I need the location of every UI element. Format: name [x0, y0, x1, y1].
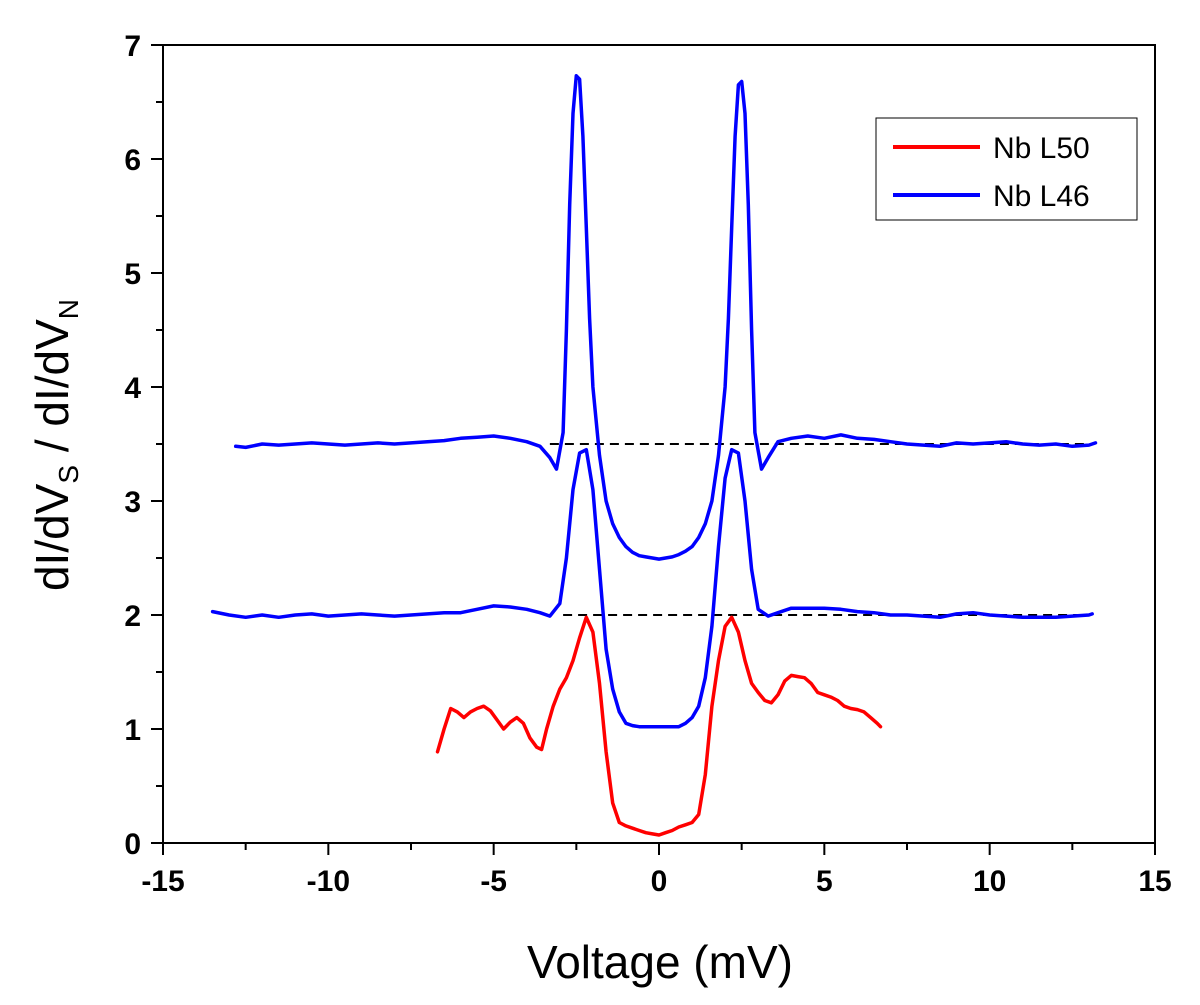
series-line-2	[233, 74, 1098, 561]
x-tick-label-1: -10	[307, 865, 350, 898]
y-axis-title-sub1: S	[53, 465, 84, 484]
legend-label-nb-l50: Nb L50	[993, 132, 1090, 165]
y-tick-label-1: 1	[124, 714, 141, 747]
series-line-0	[435, 615, 883, 837]
x-tick-label-5: 10	[973, 865, 1006, 898]
x-tick-label-3: 0	[651, 865, 668, 898]
y-axis-title: dI/dVS / dI/dVN	[26, 299, 84, 591]
y-tick-label-2: 2	[124, 600, 141, 633]
y-axis-title-part1: dI/dV	[26, 483, 78, 591]
legend: Nb L50 Nb L46	[875, 117, 1138, 221]
y-tick-label-5: 5	[124, 258, 141, 291]
x-tick-label-4: 5	[816, 865, 833, 898]
tick-labels: -15 -10 -5 0 5 10 15 0 1 2 3 4 5 6 7	[124, 30, 1171, 898]
y-tick-label-7: 7	[124, 30, 141, 63]
y-tick-label-6: 6	[124, 144, 141, 177]
legend-label-nb-l46: Nb L46	[993, 180, 1090, 213]
series-line-1	[210, 447, 1094, 729]
x-tick-label-2: -5	[480, 865, 507, 898]
series-layer	[210, 74, 1098, 837]
x-tick-label-0: -15	[141, 865, 184, 898]
y-tick-label-3: 3	[124, 486, 141, 519]
y-tick-label-4: 4	[124, 372, 141, 405]
y-axis-title-part2: / dI/dV	[26, 319, 78, 465]
y-axis-title-sub2: N	[53, 299, 84, 319]
reference-lines	[549, 443, 1089, 616]
x-axis-title: Voltage (mV)	[527, 936, 793, 988]
y-tick-label-0: 0	[124, 828, 141, 861]
x-tick-label-6: 15	[1138, 865, 1171, 898]
legend-box	[875, 117, 1138, 221]
axis-ticks	[151, 44, 1156, 855]
